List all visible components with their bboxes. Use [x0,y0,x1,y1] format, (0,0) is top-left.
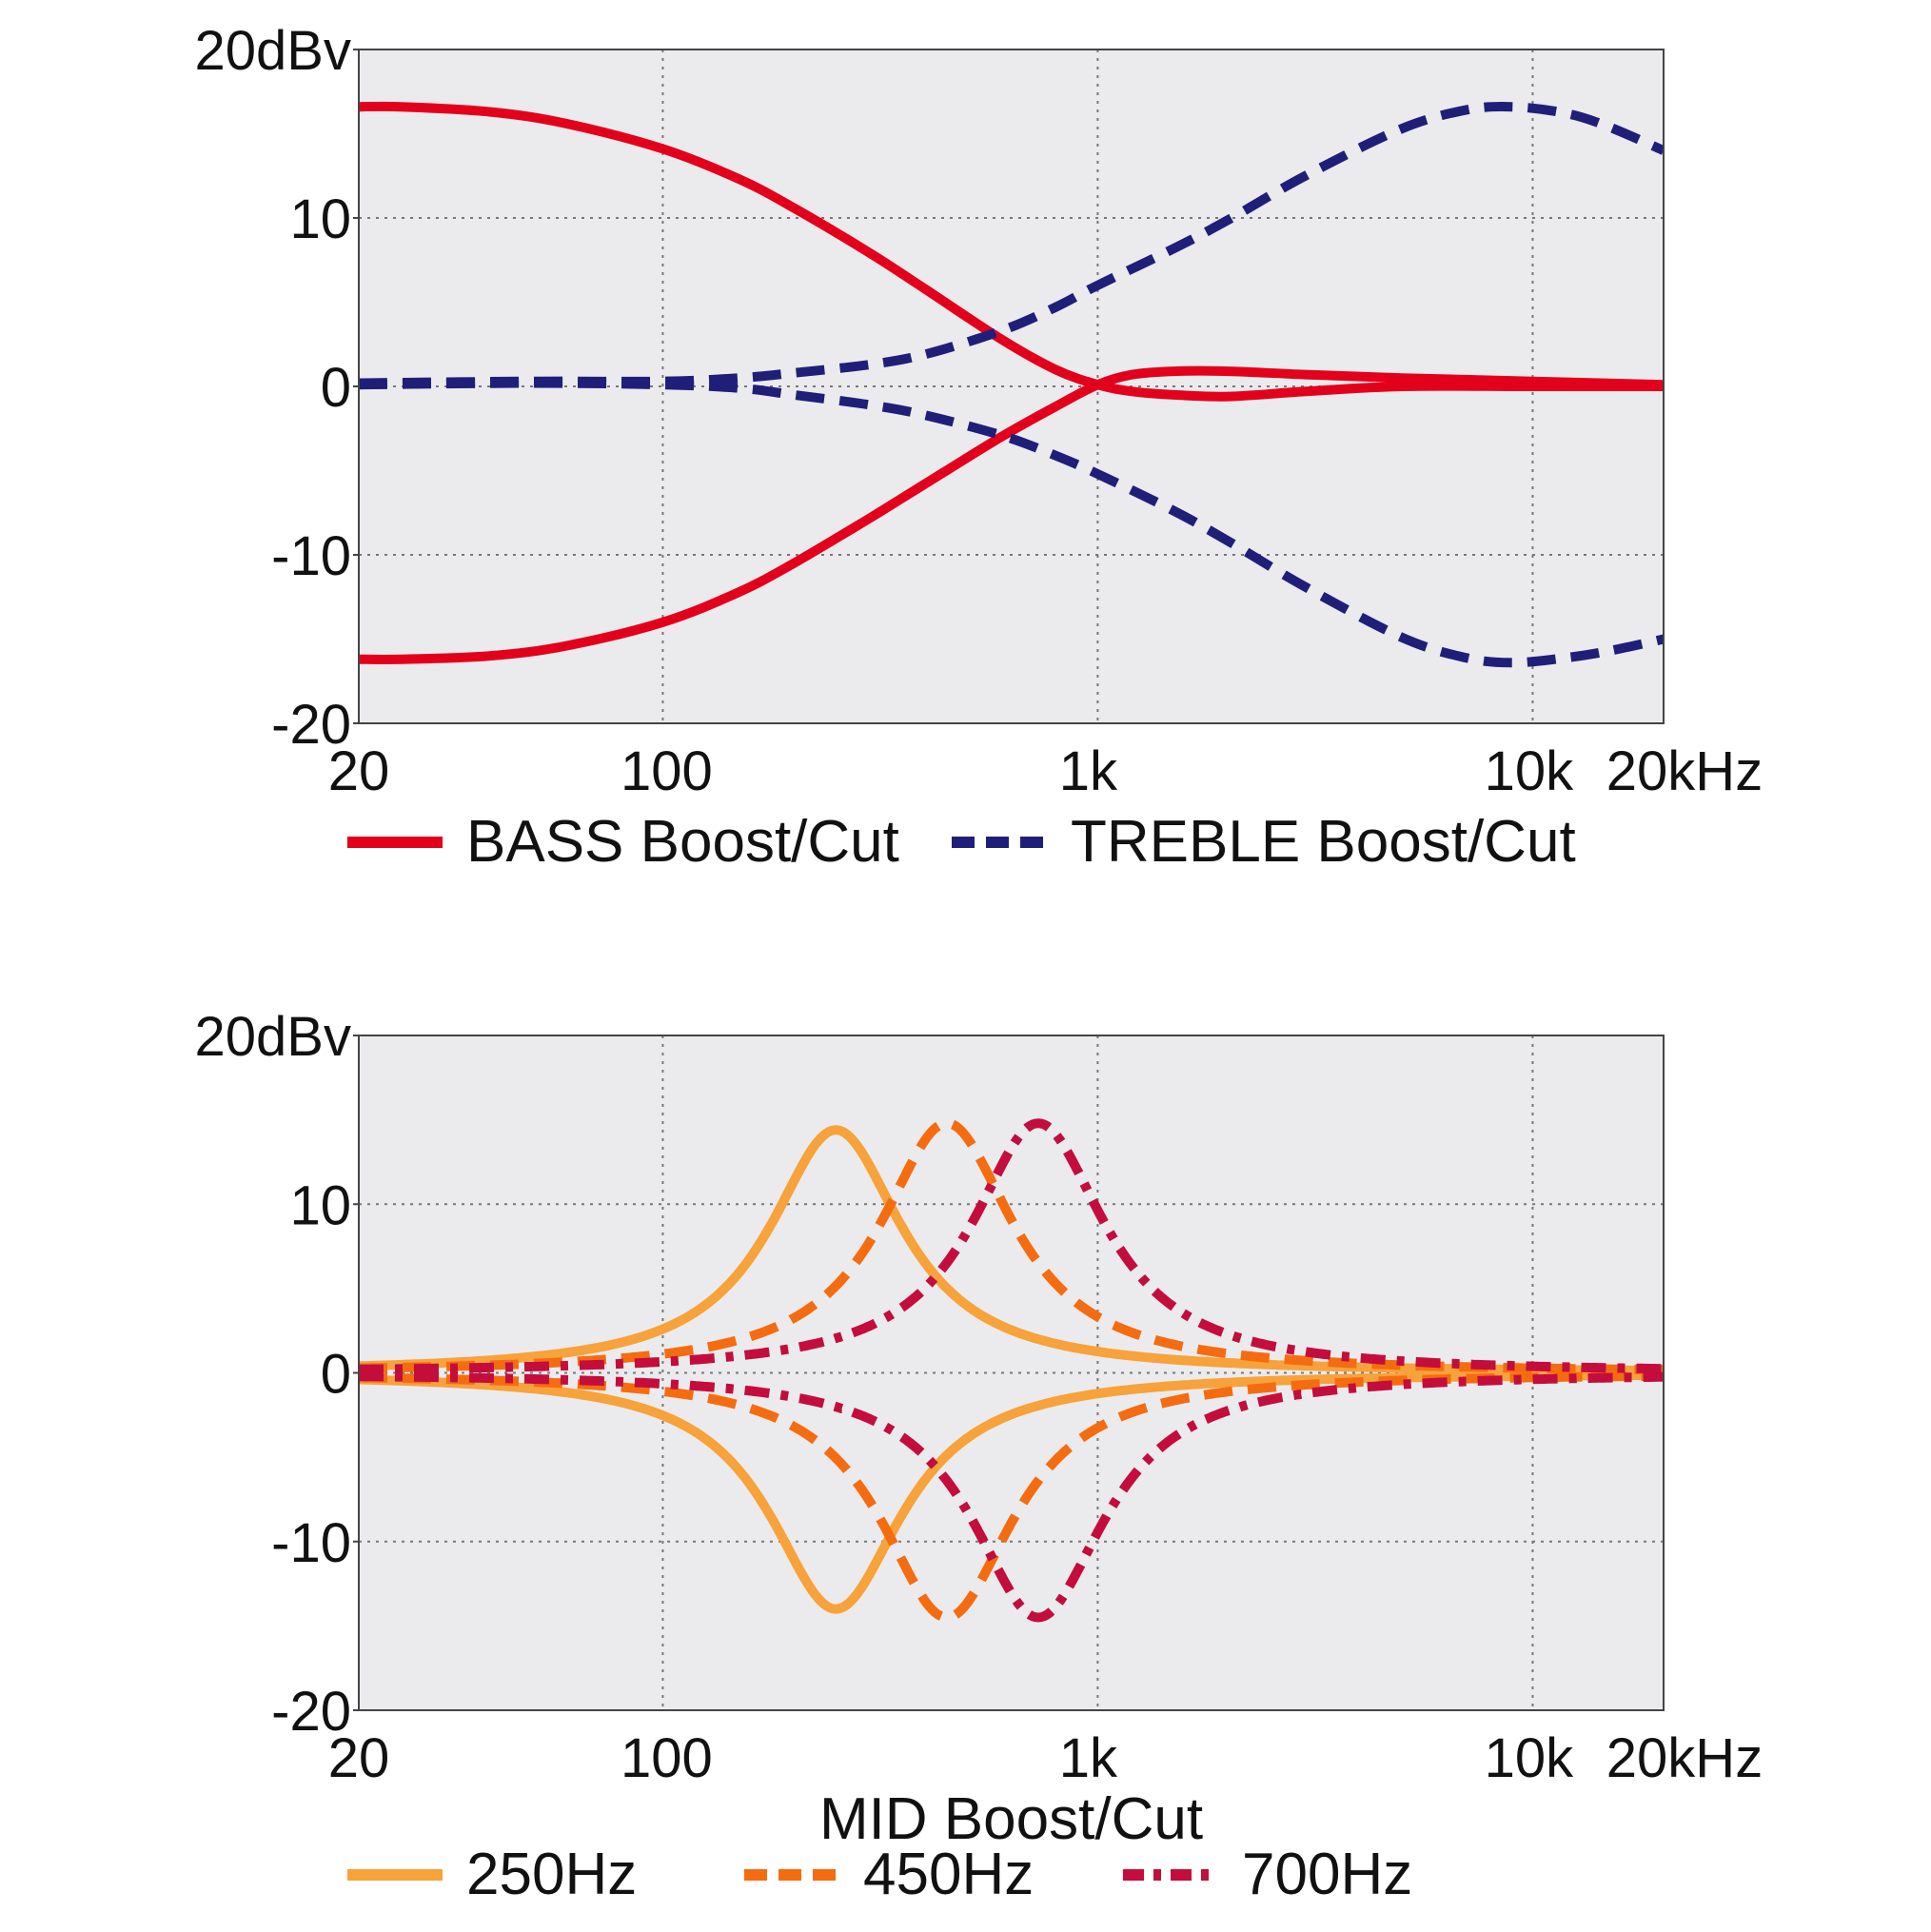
series-line-0 [359,101,1664,402]
y-tick-label: -20 [271,694,351,756]
x-tick-label: 1k [1059,1727,1118,1789]
legend-label: BASS Boost/Cut [466,809,899,875]
gridlines [359,1035,1664,1710]
legend-label: 700Hz [1242,1842,1412,1907]
legend-label: TREBLE Boost/Cut [1071,809,1576,875]
legend-label: 250Hz [466,1842,637,1907]
y-tick-label: 0 [321,1344,351,1406]
y-tick-label: 10 [289,188,351,250]
x-tick-label: 10k [1485,1727,1575,1789]
x-tick-label: 20kHz [1606,740,1763,802]
legend-label: 450Hz [863,1842,1034,1907]
series-group [359,101,1664,668]
legend: BASS Boost/Cut TREBLE Boost/Cut [347,809,1576,875]
series-line-3 [359,378,1664,668]
series-group [359,1118,1664,1623]
series-line-5 [359,1371,1664,1623]
x-axis-title: MID Boost/Cut [819,1786,1203,1852]
series-line-2 [359,1118,1664,1375]
series-line-1 [359,365,1664,664]
x-tick-label: 20 [328,1727,390,1789]
y-tick-label: 10 [289,1174,351,1236]
x-tick-label: 10k [1485,740,1575,802]
series-line-2 [359,101,1664,388]
x-tick-label: 20 [328,740,390,802]
legend: 250Hz 450Hz 700Hz [347,1842,1412,1907]
x-tick-label: 100 [621,740,713,802]
y-tick-label: -10 [271,525,351,587]
y-tick-label: -10 [271,1512,351,1574]
y-tick-label: 20dBv [195,20,351,82]
x-tick-label: 20kHz [1606,1727,1763,1789]
y-tick-label: 20dBv [195,1006,351,1068]
series-line-0 [359,1125,1664,1376]
x-tick-label: 100 [621,1727,713,1789]
x-tick-label: 1k [1059,740,1118,802]
y-tick-label: 0 [321,357,351,419]
y-tick-label: -20 [271,1681,351,1743]
